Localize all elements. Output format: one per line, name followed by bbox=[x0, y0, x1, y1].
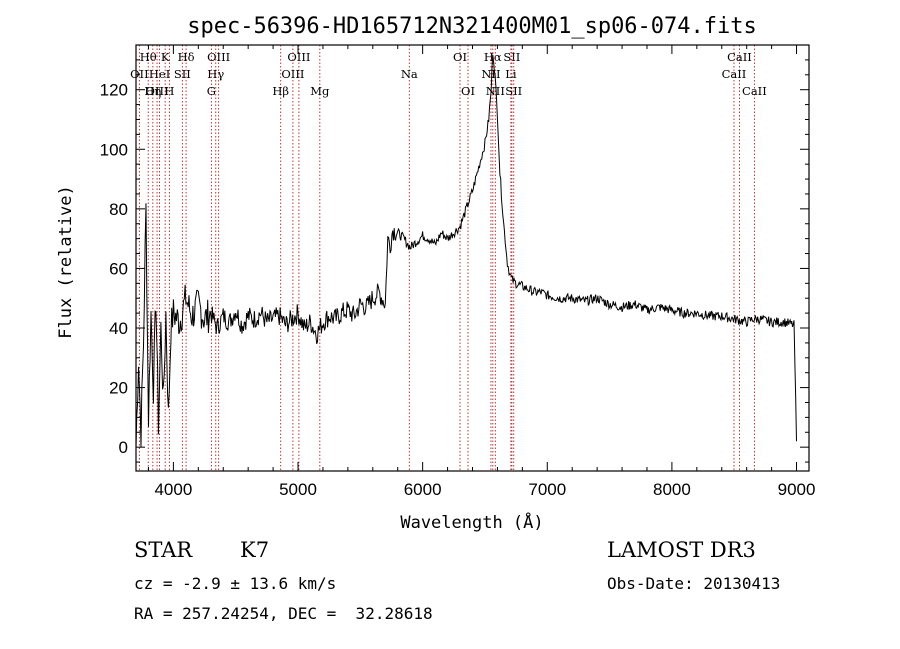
spectral-line-label: OIII bbox=[207, 50, 230, 64]
object-subclass: K7 bbox=[240, 538, 270, 562]
spectral-line-label: Na bbox=[401, 67, 418, 81]
spectrum-chart: spec-56396-HD165712N321400M01_sp06-074.f… bbox=[56, 14, 816, 533]
spectral-line-label: G bbox=[207, 84, 216, 98]
survey-name: LAMOST DR3 bbox=[607, 538, 756, 562]
spectral-line-label: NII bbox=[486, 84, 505, 98]
spectral-line-label: Hγ bbox=[207, 67, 224, 81]
x-axis-label: Wavelength (Å) bbox=[400, 511, 543, 533]
spectral-line-label: Li bbox=[505, 67, 517, 81]
spectral-line-label: CaII bbox=[727, 50, 752, 64]
spectral-line-label: Hθ bbox=[140, 50, 157, 64]
spectral-line-label: SII bbox=[503, 50, 520, 64]
spectral-line-label: CaII bbox=[722, 67, 747, 81]
spectral-line-label: OIII bbox=[146, 84, 169, 98]
spectral-line-label: K bbox=[161, 50, 170, 64]
coordinates-text: RA = 257.24254, DEC = 32.28618 bbox=[134, 604, 433, 623]
redshift-text: cz = -2.9 ± 13.6 km/s bbox=[134, 574, 337, 593]
spectral-line-label: HeI bbox=[149, 67, 170, 81]
x-tick-label: 7000 bbox=[528, 480, 566, 499]
chart-title: spec-56396-HD165712N321400M01_sp06-074.f… bbox=[187, 14, 757, 39]
obs-date-text: Obs-Date: 20130413 bbox=[607, 574, 781, 593]
y-tick-label: 120 bbox=[100, 81, 128, 100]
spectral-line-label: Hη bbox=[144, 84, 161, 98]
spectral-line-label: Mg bbox=[310, 84, 330, 98]
spectral-line-label: OIII bbox=[287, 50, 310, 64]
x-tick-label: 4000 bbox=[154, 480, 192, 499]
y-tick-label: 20 bbox=[109, 379, 128, 398]
object-class: STAR bbox=[134, 538, 193, 562]
x-tick-label: 9000 bbox=[778, 480, 816, 499]
spectral-line-label: OI bbox=[461, 84, 475, 98]
y-tick-label: 100 bbox=[100, 140, 128, 159]
x-tick-label: 8000 bbox=[653, 480, 691, 499]
spectral-line-label: CaII bbox=[742, 84, 767, 98]
y-tick-label: 60 bbox=[109, 259, 128, 278]
spectral-line-label: Hβ bbox=[272, 84, 289, 98]
axis-ticks-layer: 4000 5000 6000 7000 8000 9000 0 20 40 60 80 100 120 bbox=[100, 45, 816, 499]
spectral-line-label: OI bbox=[453, 50, 467, 64]
spectral-line-label: OII bbox=[130, 67, 149, 81]
x-tick-label: 5000 bbox=[279, 480, 317, 499]
spectral-line-label: NII bbox=[481, 67, 500, 81]
y-tick-label: 80 bbox=[109, 200, 128, 219]
spectral-line-label: OIII bbox=[281, 67, 304, 81]
y-tick-label: 40 bbox=[109, 319, 128, 338]
plot-frame bbox=[135, 44, 810, 472]
spectral-line-label: Hδ bbox=[178, 50, 195, 64]
x-tick-label: 6000 bbox=[404, 480, 442, 499]
spectral-line-label: SII bbox=[174, 67, 191, 81]
y-axis-label: Flux (relative) bbox=[56, 185, 76, 339]
spectral-line-label: SII bbox=[505, 84, 522, 98]
spectrum-line bbox=[135, 54, 797, 448]
spectral-line-label: H bbox=[164, 84, 174, 98]
y-tick-label: 0 bbox=[119, 438, 128, 457]
